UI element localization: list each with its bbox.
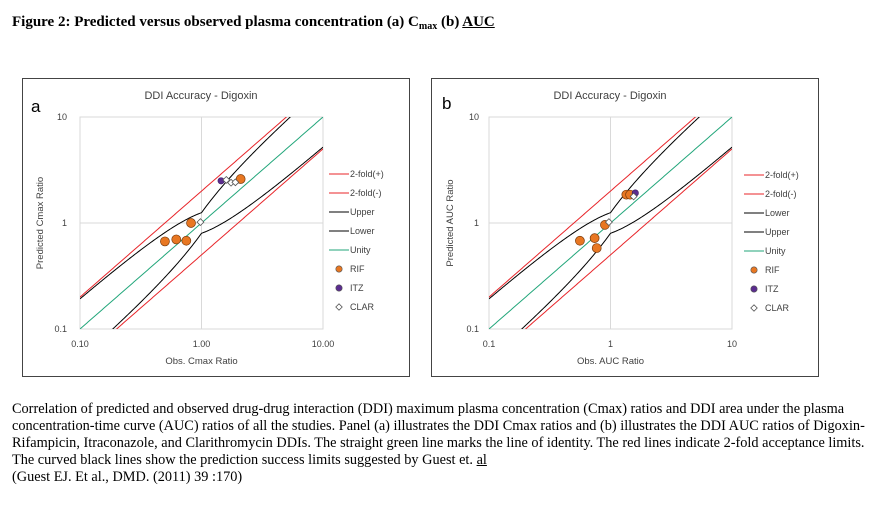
line-2-fold-minus <box>115 148 323 329</box>
legend-twofold-minus-label: 2-fold(-) <box>765 189 797 199</box>
figure-title-subscript: max <box>418 21 438 32</box>
data-point-rif <box>181 235 192 246</box>
legend-rif-label: RIF <box>765 265 780 275</box>
legend-upper-label: Upper <box>765 227 790 237</box>
data-point-clar <box>222 175 231 184</box>
caption-reference: (Guest EJ. Et al., DMD. (2011) 39 :170) <box>12 469 243 485</box>
legend-itz-label: ITZ <box>765 284 779 294</box>
reference-lines <box>489 117 732 329</box>
chart-title: DDI Accuracy - Digoxin <box>144 90 257 102</box>
legend-rif-swatch <box>335 265 343 273</box>
chart-panel-b: DDI Accuracy - Digoxin b 0.1 1 10 10 1 0.1 Obs. … <box>431 78 819 377</box>
y-axis-label: Predicted AUC Ratio <box>445 179 456 266</box>
y-tick-label: 10 <box>57 112 67 122</box>
data-point-rif <box>591 243 602 253</box>
data-point-rif <box>575 235 585 246</box>
legend-clar-swatch <box>335 303 343 311</box>
y-tick-label: 1 <box>62 218 67 228</box>
chart-b-svg: DDI Accuracy - Digoxin b 0.1 1 10 10 1 0.1 Obs. … <box>442 90 799 367</box>
figure-title-mid: (b) <box>437 14 463 30</box>
plot-frame <box>79 116 324 330</box>
data-point-rif <box>171 234 182 245</box>
line-2-fold-minus <box>524 148 732 329</box>
x-tick-label: 10.00 <box>312 339 335 349</box>
x-axis-label: Obs. Cmax Ratio <box>165 356 237 367</box>
line-2-fold-plus <box>80 117 288 298</box>
plot-frame <box>488 116 733 330</box>
legend-twofold-plus-label: 2-fold(+) <box>765 170 799 180</box>
panel-label: a <box>31 97 41 116</box>
line-guest-lower <box>521 146 732 329</box>
legend-rif-label: RIF <box>350 264 365 274</box>
line-guest-upper <box>489 117 700 300</box>
legend-clar-swatch <box>750 304 758 312</box>
panel-label: b <box>442 94 451 113</box>
x-tick-label: 0.10 <box>71 339 89 349</box>
line-2-fold-plus <box>489 117 697 298</box>
y-tick-label: 0.1 <box>466 324 479 334</box>
data-point-clar <box>604 218 613 227</box>
x-tick-label: 1.00 <box>193 339 211 349</box>
y-tick-label: 1 <box>474 218 479 228</box>
figure-title-prefix: Figure 2: Predicted versus observed plas… <box>12 14 419 30</box>
legend-rif-swatch <box>750 266 758 274</box>
x-axis-label: Obs. AUC Ratio <box>577 356 644 367</box>
y-tick-label: 10 <box>469 112 479 122</box>
data-point-rif <box>160 236 170 247</box>
data-point-rif <box>186 218 196 228</box>
x-tick-label: 10 <box>727 339 737 349</box>
data-point-clar <box>231 178 240 187</box>
legend-itz-label: ITZ <box>350 283 364 293</box>
line-guest-upper <box>80 117 291 300</box>
line-guest-lower <box>112 146 323 329</box>
legend-unity-label: Unity <box>350 245 371 255</box>
data-point-clar <box>629 192 638 201</box>
legend-clar-label: CLAR <box>350 302 375 312</box>
legend-lower-label: Lower <box>350 226 375 236</box>
x-tick-label: 1 <box>608 339 613 349</box>
y-tick-label: 0.1 <box>54 324 67 334</box>
figure-title-auc: AUC <box>462 14 495 30</box>
y-axis-label: Predicted Cmax Ratio <box>35 177 46 269</box>
figure-caption: Correlation of predicted and observed dr… <box>12 401 878 486</box>
legend-twofold-plus-label: 2-fold(+) <box>350 169 384 179</box>
legend-itz-swatch <box>335 284 343 292</box>
chart-a-svg: DDI Accuracy - Digoxin a 0.10 1.00 10.00 10 1 0… <box>31 90 384 367</box>
data-point-rif <box>235 174 246 184</box>
legend-lower-label: Lower <box>765 208 790 218</box>
figure-title: Figure 2: Predicted versus observed plas… <box>12 14 495 32</box>
chart-title: DDI Accuracy - Digoxin <box>553 90 666 102</box>
legend-itz-swatch <box>750 285 758 293</box>
data-point-clar <box>196 218 205 227</box>
legend-clar-label: CLAR <box>765 303 790 313</box>
chart-panel-a: DDI Accuracy - Digoxin a 0.10 1.00 10.00 10 1 0… <box>22 78 410 377</box>
legend-twofold-minus-label: 2-fold(-) <box>350 188 382 198</box>
legend-unity-label: Unity <box>765 246 786 256</box>
data-point-rif <box>589 233 600 243</box>
caption-al: al <box>476 452 487 468</box>
x-tick-label: 0.1 <box>483 339 496 349</box>
legend-upper-label: Upper <box>350 207 375 217</box>
caption-text: Correlation of predicted and observed dr… <box>12 401 865 468</box>
